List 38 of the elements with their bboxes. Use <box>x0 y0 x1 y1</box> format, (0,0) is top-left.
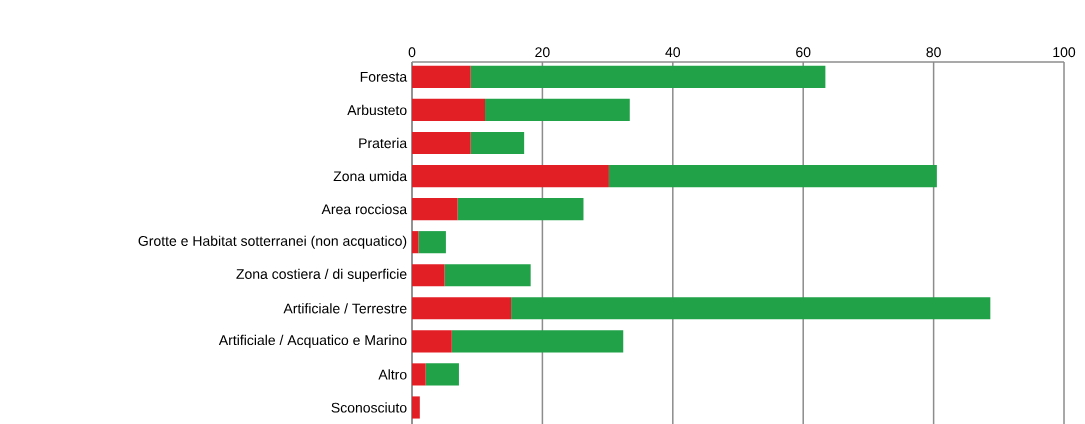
bar <box>412 65 471 88</box>
bar <box>412 98 486 122</box>
bar <box>444 264 531 287</box>
y-tick-label: Foresta <box>360 72 408 82</box>
bar <box>412 198 458 221</box>
y-tick-label: Sconosciuto <box>331 402 407 413</box>
bar <box>451 330 624 353</box>
x-tick-label: 40 <box>665 47 681 58</box>
bar <box>457 198 584 221</box>
y-tick-label: Altro <box>378 369 407 380</box>
bar <box>412 164 609 188</box>
bar <box>412 264 445 287</box>
y-tick-label: Area rocciosa <box>321 203 408 215</box>
bar <box>412 363 426 386</box>
y-tick-label: Artificiale / Acquatico e Marino <box>218 334 407 348</box>
x-tick-label: 20 <box>535 47 550 58</box>
x-tick-label: 0 <box>408 47 416 58</box>
bar <box>412 131 471 155</box>
y-tick-label: Grotte e Habitat sotterranei (non acquatico) <box>138 235 407 249</box>
bar <box>425 363 459 386</box>
y-tick-label: Zona costiera / di superficie <box>236 268 407 282</box>
bar <box>511 297 991 320</box>
bar <box>412 231 419 254</box>
y-tick-label: Prateria <box>359 137 408 149</box>
x-tick-label: 80 <box>926 47 941 58</box>
y-tick-label: Arbusteto <box>347 104 407 116</box>
x-tick-label: 100 <box>1053 47 1076 58</box>
x-tick-label: 60 <box>796 47 811 58</box>
bar <box>418 231 446 254</box>
bar <box>412 396 420 419</box>
bar <box>470 131 525 155</box>
bar <box>412 330 452 353</box>
bar <box>485 98 630 122</box>
bar <box>608 164 937 188</box>
y-tick-label: Zona umida <box>333 170 408 182</box>
bar <box>470 65 826 88</box>
bar <box>412 297 512 320</box>
y-tick-label: Artificiale / Terrestre <box>283 303 407 314</box>
